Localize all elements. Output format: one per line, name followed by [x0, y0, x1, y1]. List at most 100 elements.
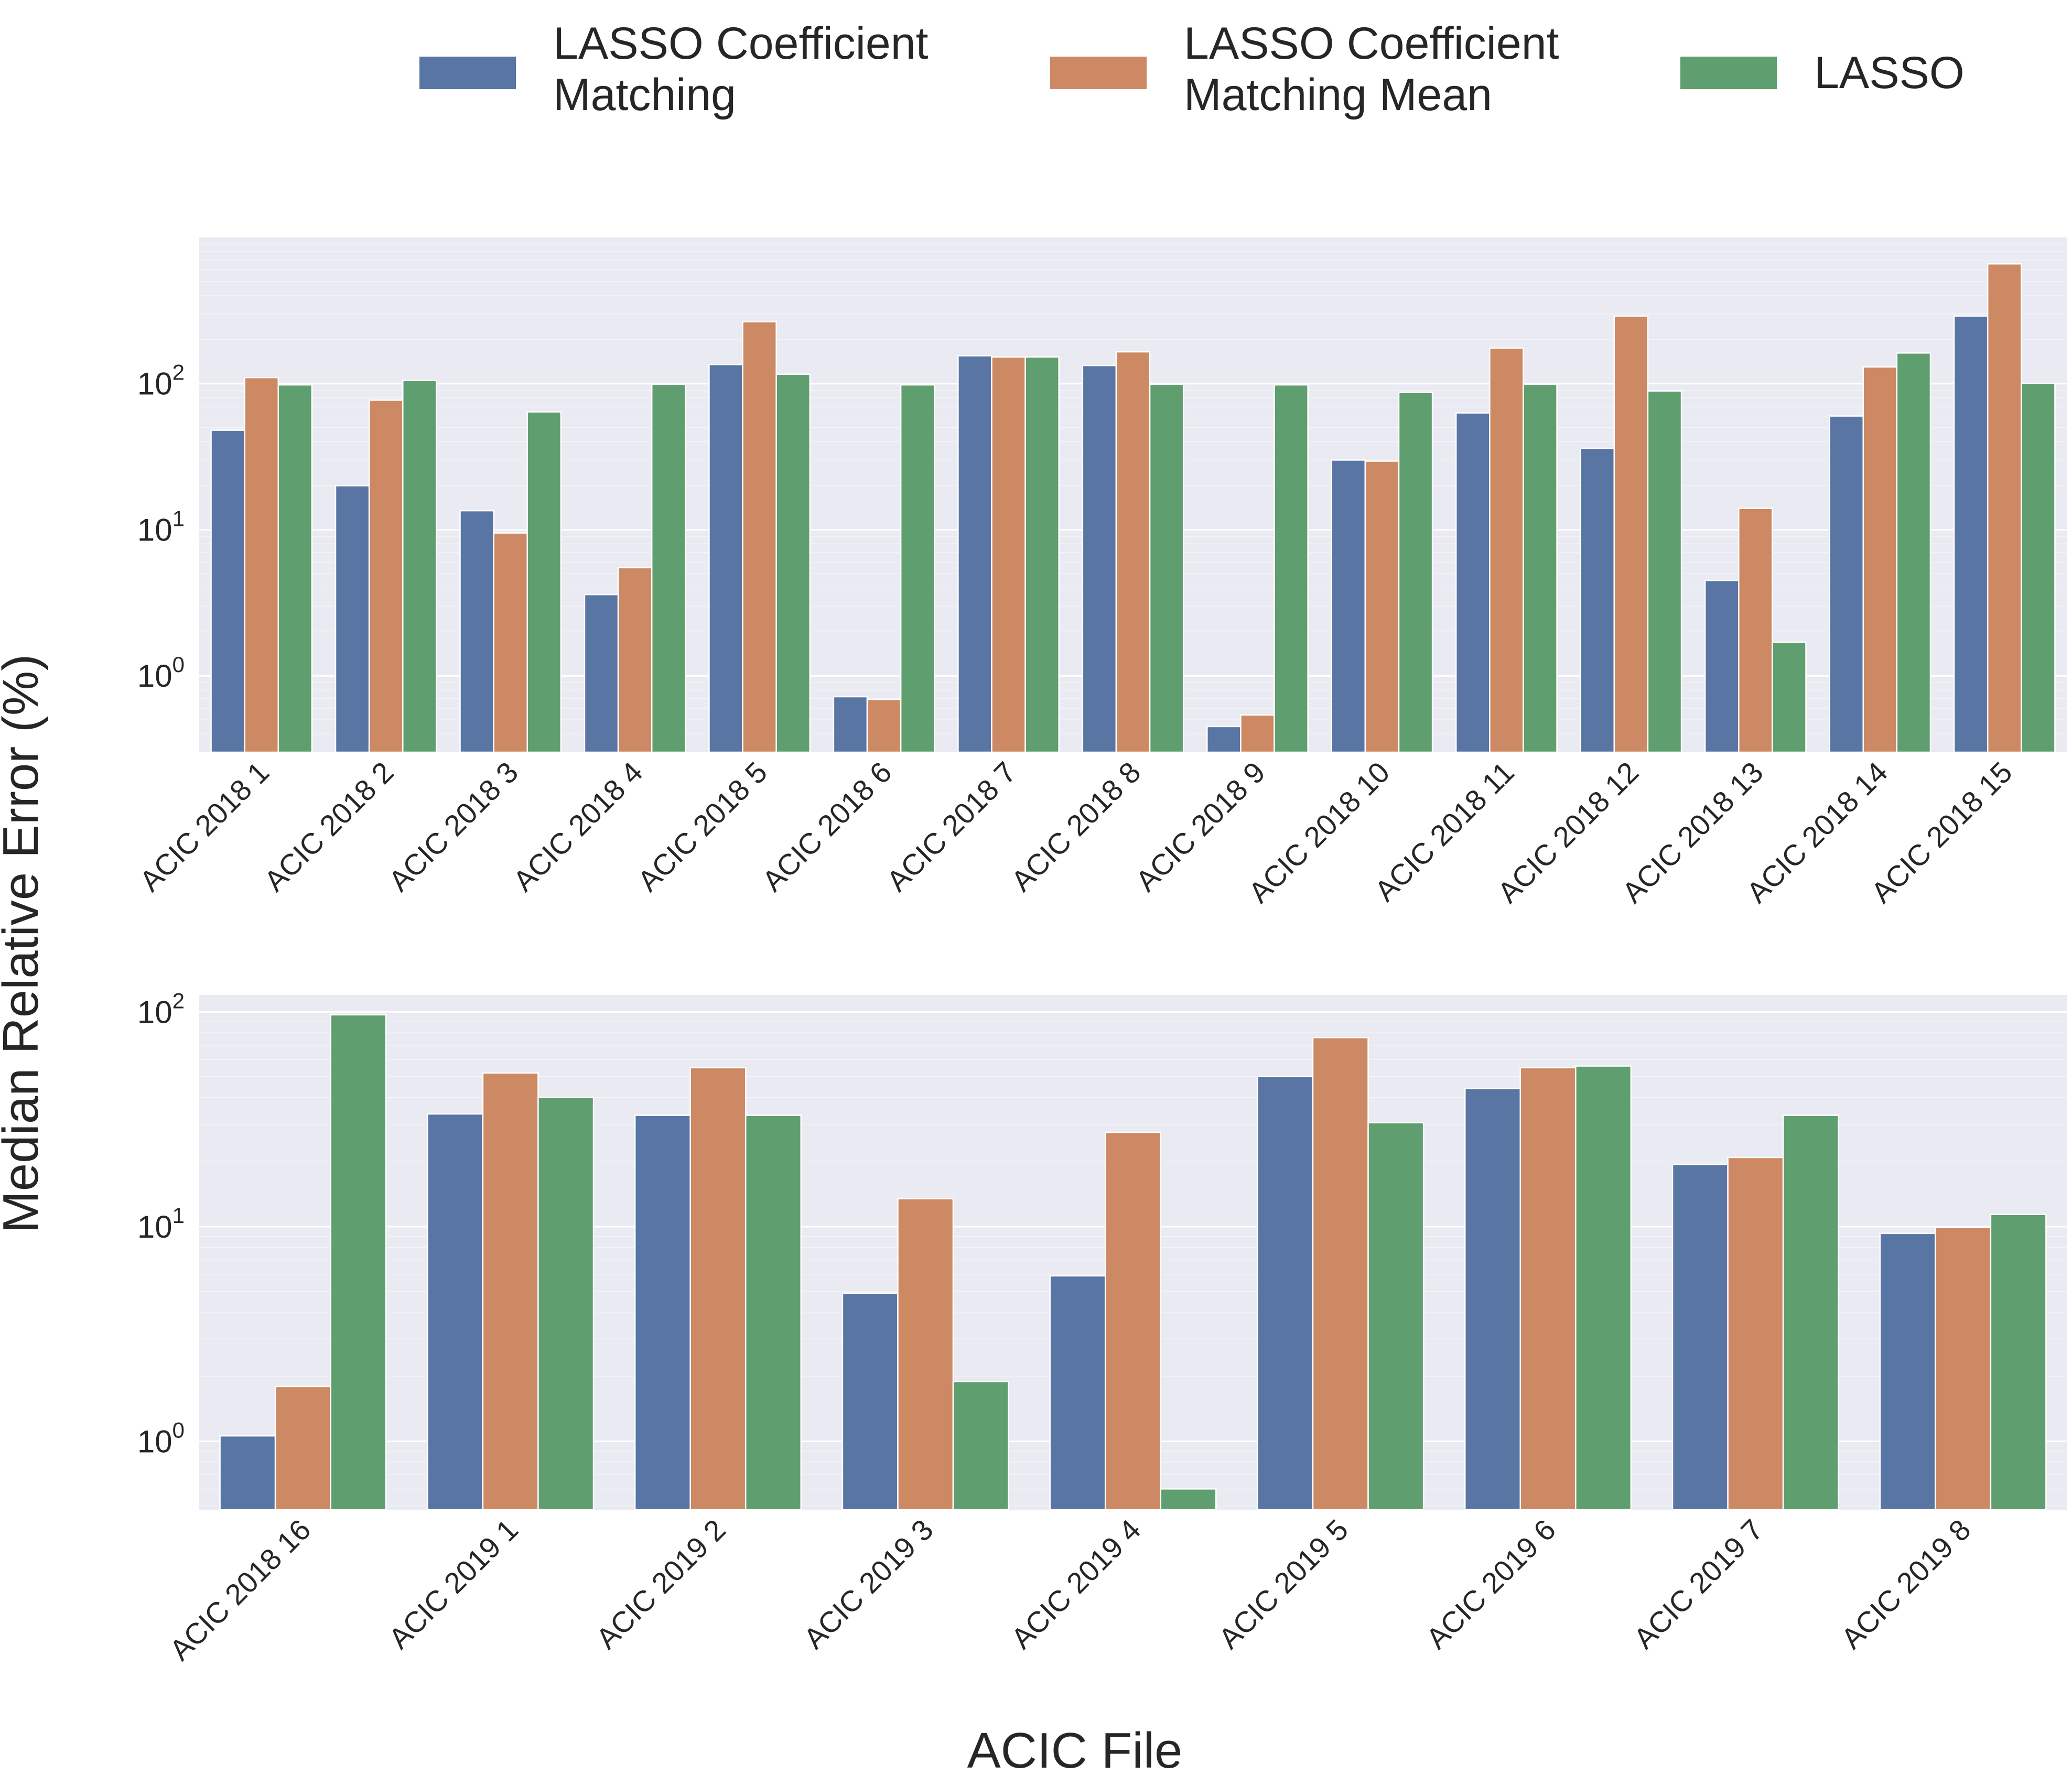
bar — [526, 411, 562, 753]
bar — [1879, 1232, 1936, 1511]
x-tick-label: ACIC 2018 6 — [756, 755, 898, 897]
bar — [368, 399, 404, 753]
x-tick-label: ACIC 2018 8 — [1005, 755, 1147, 897]
y-tick-label: 102 — [137, 360, 185, 402]
bar — [1274, 384, 1309, 753]
bar — [1367, 1122, 1424, 1511]
bar — [584, 593, 619, 753]
bar — [1523, 383, 1558, 753]
y-tick-label: 101 — [137, 1203, 185, 1244]
bar — [689, 1067, 747, 1511]
legend-label: LASSO — [1814, 48, 1965, 98]
bar — [1704, 579, 1740, 753]
bar — [274, 1385, 331, 1511]
x-tick-label: ACIC 2019 7 — [1627, 1513, 1769, 1655]
bar — [897, 1198, 954, 1511]
x-axis-title: ACIC File — [967, 1723, 1183, 1779]
y-tick-label: 100 — [137, 1417, 185, 1459]
bar — [1829, 415, 1864, 753]
bar — [1489, 347, 1524, 753]
bar — [1580, 448, 1615, 753]
legend-item: LASSO — [1680, 48, 1965, 98]
bar — [402, 380, 437, 753]
bar — [952, 1381, 1009, 1511]
bar — [427, 1113, 484, 1511]
y-axis-title: Median Relative Error (%) — [0, 654, 49, 1233]
x-tick-label: ACIC 2018 9 — [1129, 755, 1271, 897]
x-tick-label: ACIC 2019 5 — [1212, 1513, 1354, 1655]
x-tick-label: ACIC 2018 2 — [257, 755, 400, 897]
bar — [1782, 1114, 1839, 1511]
bar — [1331, 459, 1366, 753]
x-tick-label: ACIC 2018 3 — [382, 755, 524, 897]
bar — [1464, 1088, 1521, 1511]
x-tick-label: ACIC 2018 16 — [163, 1513, 317, 1666]
bottom-panel: 100 101 102 ACIC 2018 16 ACIC 2019 1 ACIC 201… — [137, 988, 2067, 1666]
bar — [1613, 315, 1649, 753]
bar — [1160, 1488, 1217, 1511]
x-tick-label: ACIC 2019 2 — [590, 1513, 732, 1655]
bar — [1671, 1163, 1729, 1511]
bar — [1987, 263, 2022, 753]
bar — [330, 1014, 387, 1511]
bar — [742, 321, 777, 753]
bar — [1727, 1156, 1784, 1511]
bar — [1647, 390, 1682, 753]
legend-label: Matching Mean — [1184, 70, 1492, 120]
bar — [1738, 507, 1773, 753]
bar — [957, 355, 992, 753]
legend-swatch — [1680, 57, 1777, 89]
x-tick-label: ACIC 2018 4 — [506, 755, 649, 897]
bar — [210, 429, 245, 753]
bar — [277, 384, 313, 753]
bar — [866, 698, 902, 753]
bar — [244, 376, 279, 753]
bar — [482, 1072, 539, 1511]
bar — [1240, 714, 1275, 753]
x-tick-label: ACIC 2018 1 — [133, 755, 275, 897]
bar — [708, 364, 743, 753]
bar — [634, 1114, 691, 1511]
x-tick-label: ACIC 2019 1 — [382, 1513, 524, 1655]
bar — [841, 1292, 899, 1511]
bar — [1935, 1227, 1992, 1511]
bar — [334, 485, 370, 753]
bar — [900, 384, 935, 753]
bar — [1049, 1275, 1106, 1511]
bar — [1953, 315, 1989, 753]
legend-label: LASSO Coefficient — [1184, 18, 1559, 69]
bar — [537, 1097, 595, 1511]
bar — [1104, 1131, 1162, 1511]
y-tick-label: 101 — [137, 506, 185, 547]
x-tick-label: ACIC 2018 5 — [631, 755, 773, 897]
bar — [1455, 412, 1491, 753]
bar — [617, 567, 653, 753]
bar — [1862, 366, 1898, 753]
bar — [2021, 383, 2056, 753]
bar — [1772, 641, 1807, 753]
bar — [1206, 726, 1242, 753]
x-tick-label: ACIC 2019 4 — [1005, 1513, 1147, 1655]
bar — [775, 373, 811, 753]
bar — [1024, 356, 1060, 753]
x-tick-label: ACIC 2019 3 — [797, 1513, 939, 1655]
bar — [833, 696, 868, 753]
bar — [991, 356, 1026, 753]
bar — [1149, 383, 1184, 753]
bar — [1519, 1067, 1577, 1511]
y-tick-label: 100 — [137, 652, 185, 694]
legend-label: Matching — [553, 70, 736, 120]
bar — [1082, 364, 1117, 753]
bar — [1398, 392, 1433, 753]
bar — [1115, 351, 1151, 753]
bar — [1312, 1036, 1369, 1511]
bar — [651, 383, 686, 753]
bar — [1364, 460, 1400, 753]
bar — [1896, 352, 1931, 753]
x-tick-label: ACIC 2018 7 — [880, 755, 1022, 897]
